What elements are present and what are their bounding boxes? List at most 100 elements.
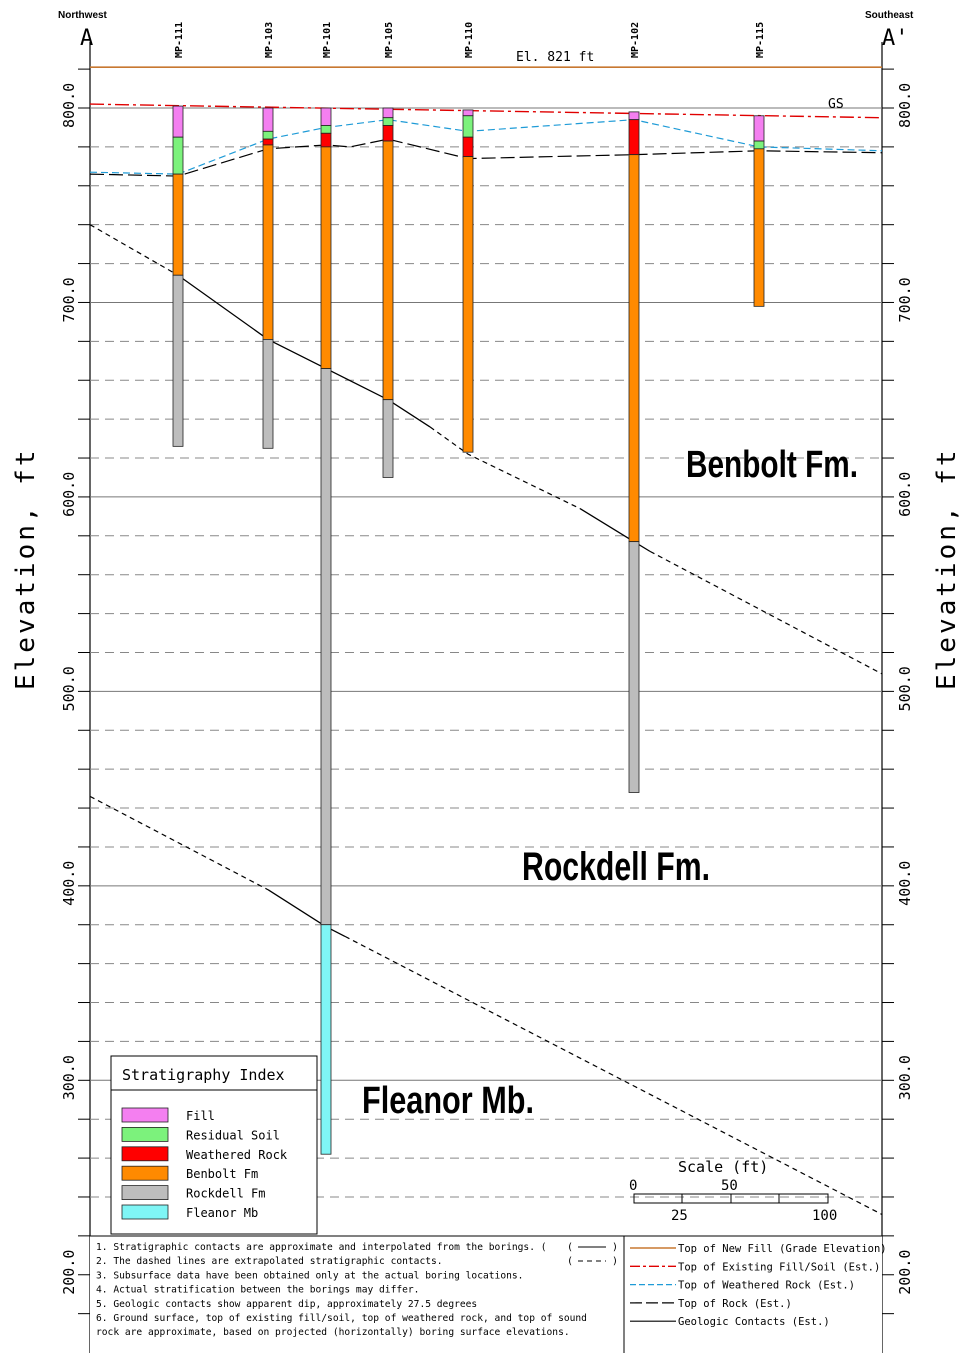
legend-label-residual: Residual Soil (186, 1128, 280, 1142)
scale-label-100: 100 (812, 1208, 837, 1224)
section-start-letter: A (80, 26, 93, 51)
note-line: 2. The dashed lines are extrapolated str… (96, 1256, 443, 1267)
stratigraphy-legend: Stratigraphy Index Fill Residual Soil Weat… (110, 1055, 318, 1235)
y-tick-label-left: 800.0 (60, 83, 78, 128)
note-line: 4. Actual stratification between the bor… (96, 1285, 419, 1296)
layer-benbolt (382, 140, 394, 401)
legend-swatch-fill (121, 1107, 169, 1123)
geologic-contact-upper-dashed-mid (429, 426, 581, 510)
layer-weathered (462, 136, 474, 158)
scale-bar: Scale (ft) 0 50 25 100 (629, 1158, 837, 1224)
boring-label: MP-102 (630, 22, 641, 58)
layer-fill (320, 107, 332, 126)
layer-rockdell (382, 399, 394, 478)
layer-weathered (320, 132, 332, 148)
layer-benbolt (320, 146, 332, 369)
legend-label-fleanor: Fleanor Mb (186, 1206, 258, 1220)
layer-weathered (382, 125, 394, 142)
boring-mp-115: MP-115 (753, 22, 766, 307)
note-line: rock are approximate, based on projected… (96, 1327, 570, 1338)
scale-label-50: 50 (721, 1178, 738, 1194)
formation-label-benbolt: Benbolt Fm. (686, 444, 858, 486)
layer-fleanor (320, 924, 332, 1155)
note-line: 3. Subsurface data have been obtained on… (96, 1270, 523, 1281)
layer-benbolt (172, 173, 184, 276)
ground-surface-label: GS (828, 97, 844, 112)
y-tick-label-left: 200.0 (60, 1250, 78, 1295)
boring-label: MP-110 (464, 22, 475, 58)
y-tick-label-right: 800.0 (896, 83, 914, 128)
axis-ticks: 800.0 800.0 700.0 700.0 600.0 600.0 500.0 500.0… (60, 68, 914, 1315)
scale-label-0: 0 (629, 1178, 637, 1194)
northwest-label: Northwest (58, 10, 108, 21)
layer-fill (462, 109, 474, 117)
layer-benbolt (462, 156, 474, 453)
layer-rockdell (320, 368, 332, 926)
layer-benbolt (262, 144, 274, 340)
geologic-contact-upper-dashed-west (89, 224, 179, 276)
y-tick-label-right: 700.0 (896, 277, 914, 322)
section-end-letter: A' (882, 26, 909, 51)
legend-swatch-weathered (121, 1146, 169, 1162)
layer-residual (462, 115, 474, 138)
geologic-contact-upper-solid-east (579, 508, 651, 552)
y-tick-label-right: 600.0 (896, 472, 914, 517)
southeast-label: Southeast (865, 10, 914, 21)
geologic-contact-lower-solid (267, 889, 346, 937)
layer-residual (262, 130, 274, 140)
note-line: 5. Geologic contacts show apparent dip, … (96, 1299, 477, 1310)
layer-weathered (262, 138, 274, 146)
scale-title: Scale (ft) (678, 1158, 768, 1176)
layer-rockdell (172, 274, 184, 447)
line-legend-label: Top of New Fill (Grade Elevation) (678, 1243, 887, 1255)
formation-label-fleanor: Fleanor Mb. (362, 1080, 534, 1122)
boring-mp-110: MP-110 (462, 22, 475, 453)
legend-swatch-benbolt (121, 1165, 169, 1181)
layer-fill (382, 107, 394, 119)
formation-label-rockdell: Rockdell Fm. (522, 845, 710, 889)
boring-label: MP-103 (264, 22, 275, 58)
legend-label-weathered: Weathered Rock (186, 1148, 288, 1162)
y-tick-label-right: 500.0 (896, 666, 914, 711)
top-of-rock-line (89, 138, 883, 177)
contact-lines (89, 66, 883, 1216)
layer-fill (172, 105, 184, 138)
geologic-contact-upper-dashed-east (649, 550, 883, 675)
line-legend-label: Top of Rock (Est.) (678, 1298, 792, 1310)
line-legend-label: Top of Existing Fill/Soil (Est.) (678, 1261, 880, 1273)
legend-label-rockdell: Rockdell Fm (186, 1187, 265, 1201)
layer-fill (753, 115, 765, 142)
line-legend-label: Geologic Contacts (Est.) (678, 1316, 830, 1328)
layer-benbolt (628, 154, 640, 543)
boring-mp-101: MP-101 (320, 22, 333, 1155)
svg-text:): ) (612, 1256, 618, 1267)
gridlines (90, 107, 882, 1276)
layer-residual (172, 136, 184, 175)
layer-residual (753, 140, 765, 150)
layer-fill (628, 111, 640, 121)
note-line: 1. Stratigraphic contacts are approximat… (96, 1242, 547, 1253)
legend-title: Stratigraphy Index (122, 1066, 285, 1084)
layer-residual (320, 125, 332, 134)
layer-rockdell (262, 339, 274, 449)
y-tick-label-right: 400.0 (896, 861, 914, 906)
layer-weathered (628, 119, 640, 156)
y-tick-label-right: 200.0 (896, 1250, 914, 1295)
legend-label-benbolt: Benbolt Fm (186, 1167, 258, 1181)
weathered-rock-line (89, 119, 883, 175)
y-axis-label-left: Elevation, ft (11, 448, 41, 691)
boring-mp-103: MP-103 (262, 22, 275, 449)
layer-residual (382, 117, 394, 126)
boring-label: MP-115 (755, 22, 766, 58)
contact-symbols: ( ) ( ) (567, 1242, 618, 1267)
boring-label: MP-105 (384, 22, 395, 58)
legend-swatch-fleanor (121, 1204, 169, 1220)
layer-fill (262, 107, 274, 132)
layer-benbolt (753, 148, 765, 307)
boring-mp-102: MP-102 (628, 22, 641, 793)
legend-label-fill: Fill (186, 1109, 215, 1123)
svg-text:(: ( (567, 1256, 573, 1267)
boring-mp-111: MP-111 (172, 22, 185, 447)
y-tick-label-left: 300.0 (60, 1055, 78, 1100)
geologic-contact-lower-dashed-east (344, 935, 883, 1216)
